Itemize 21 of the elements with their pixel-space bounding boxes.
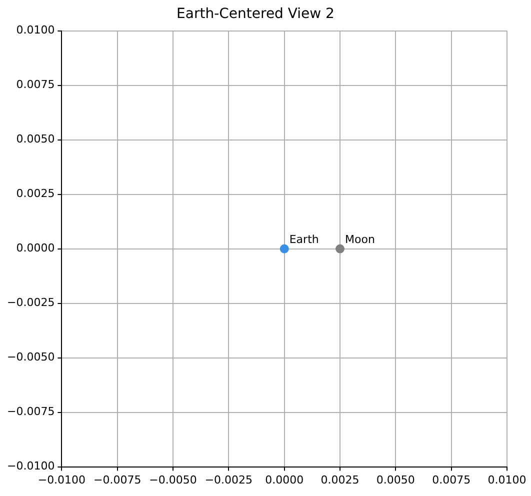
x-tick-label: 0.0000 [265,473,304,486]
chart-title: Earth-Centered View 2 [176,6,334,22]
y-tick-label: 0.0075 [16,78,55,92]
x-tick-label: 0.0050 [376,473,415,486]
series-label: Moon [345,233,375,246]
y-tick-label: −0.0100 [6,460,55,473]
x-tick-label: −0.0025 [204,473,253,486]
x-tick-label: 0.0075 [432,473,471,486]
x-tick-label: 0.0100 [488,473,526,486]
x-tick-label: −0.0050 [149,473,197,486]
y-tick-label: −0.0050 [6,350,55,364]
y-tick-label: 0.0050 [16,132,55,146]
x-tick-label: 0.0025 [320,473,360,486]
y-tick-label: 0.0025 [16,187,55,200]
x-tick-label: −0.0100 [38,473,86,486]
y-tick-label: −0.0075 [6,405,55,418]
y-tick-label: 0.0100 [16,24,55,37]
y-tick-label: −0.0025 [6,296,55,310]
y-tick-label: 0.0000 [16,242,55,255]
x-tick-label: −0.0075 [94,473,142,486]
series-label: Earth [289,233,319,246]
